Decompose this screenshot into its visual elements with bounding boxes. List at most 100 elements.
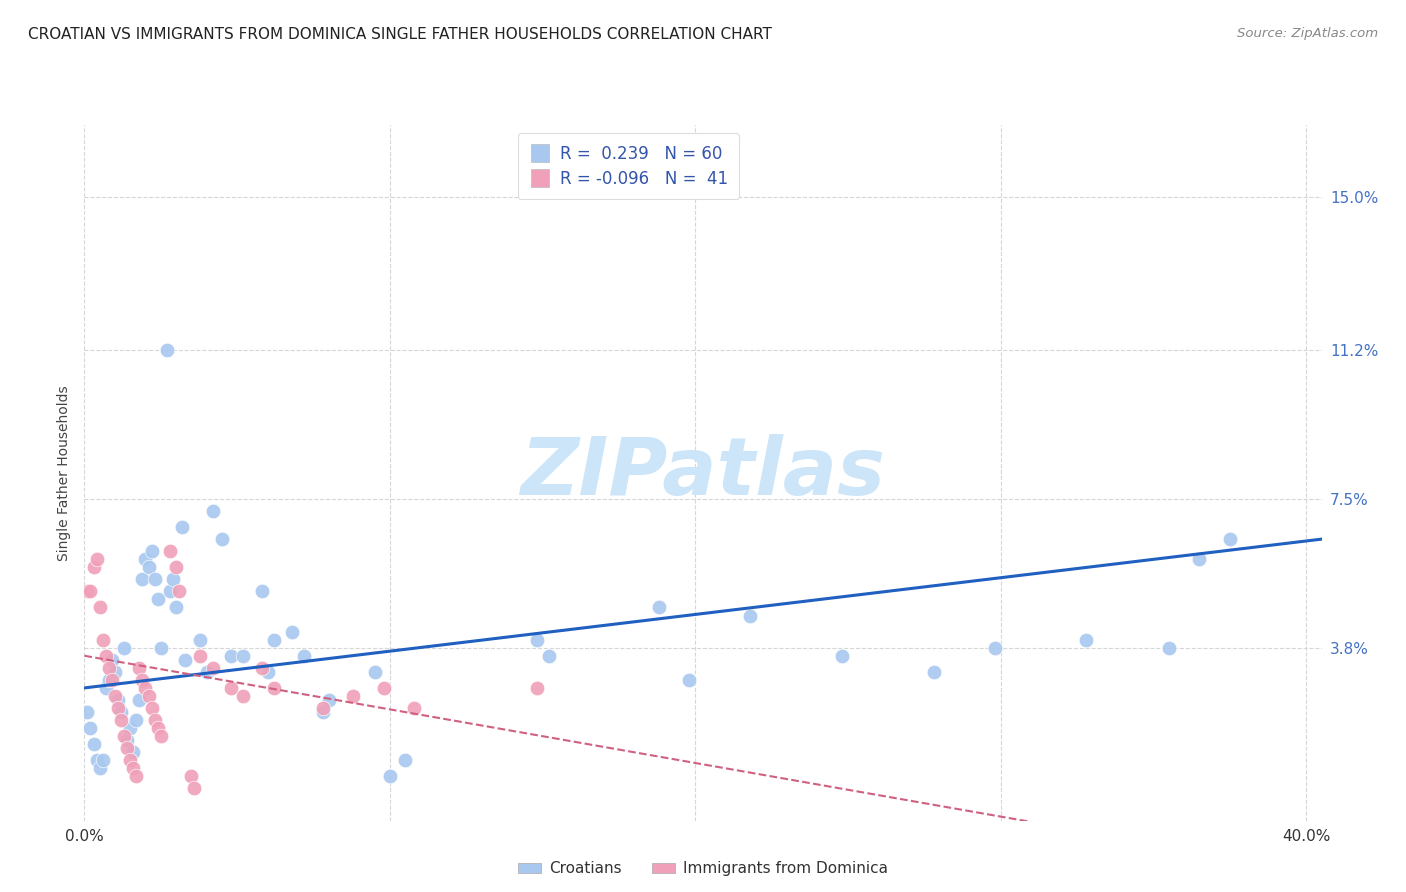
Point <box>138 560 160 574</box>
Point <box>984 640 1007 655</box>
Point <box>146 592 169 607</box>
Point <box>190 632 212 647</box>
Point <box>91 753 114 767</box>
Point <box>131 572 153 586</box>
Point <box>125 713 148 727</box>
Point <box>156 343 179 357</box>
Text: ZIPatlas: ZIPatlas <box>520 434 886 512</box>
Point <box>232 689 254 703</box>
Point <box>263 632 285 647</box>
Point <box>76 705 98 719</box>
Point <box>110 713 132 727</box>
Point <box>250 661 273 675</box>
Point <box>122 745 145 759</box>
Point <box>120 721 142 735</box>
Point <box>201 661 224 675</box>
Point <box>134 681 156 695</box>
Point <box>112 729 135 743</box>
Point <box>373 681 395 695</box>
Point <box>256 665 278 679</box>
Point <box>232 648 254 663</box>
Point <box>143 713 166 727</box>
Point <box>172 520 194 534</box>
Point <box>146 721 169 735</box>
Point <box>134 552 156 566</box>
Point <box>94 681 117 695</box>
Point <box>678 673 700 687</box>
Point <box>250 584 273 599</box>
Point <box>83 737 105 751</box>
Point <box>138 689 160 703</box>
Point <box>125 769 148 783</box>
Point <box>83 560 105 574</box>
Point <box>526 681 548 695</box>
Point <box>97 661 120 675</box>
Point <box>647 600 669 615</box>
Point <box>149 640 172 655</box>
Point <box>219 681 242 695</box>
Point <box>131 673 153 687</box>
Point <box>101 673 124 687</box>
Point <box>79 584 101 599</box>
Point <box>115 741 138 756</box>
Point <box>165 600 187 615</box>
Point <box>394 753 416 767</box>
Text: Source: ZipAtlas.com: Source: ZipAtlas.com <box>1237 27 1378 40</box>
Point <box>342 689 364 703</box>
Point <box>120 753 142 767</box>
Point <box>195 665 218 679</box>
Point <box>143 572 166 586</box>
Point <box>86 552 108 566</box>
Point <box>219 648 242 663</box>
Point <box>1219 532 1241 546</box>
Point <box>97 673 120 687</box>
Point <box>128 693 150 707</box>
Point <box>174 653 197 667</box>
Point <box>922 665 945 679</box>
Point <box>112 640 135 655</box>
Point <box>165 560 187 574</box>
Point <box>115 733 138 747</box>
Point <box>104 665 127 679</box>
Point <box>1157 640 1180 655</box>
Point <box>149 729 172 743</box>
Point <box>311 701 333 715</box>
Point <box>128 661 150 675</box>
Point <box>201 504 224 518</box>
Point <box>104 689 127 703</box>
Point <box>94 648 117 663</box>
Point <box>86 753 108 767</box>
Point <box>122 761 145 775</box>
Point <box>378 769 401 783</box>
Point <box>526 632 548 647</box>
Text: CROATIAN VS IMMIGRANTS FROM DOMINICA SINGLE FATHER HOUSEHOLDS CORRELATION CHART: CROATIAN VS IMMIGRANTS FROM DOMINICA SIN… <box>28 27 772 42</box>
Point <box>91 632 114 647</box>
Point <box>183 781 205 796</box>
Y-axis label: Single Father Households: Single Father Households <box>58 385 72 560</box>
Point <box>180 769 202 783</box>
Point <box>79 721 101 735</box>
Point <box>162 572 184 586</box>
Point <box>107 693 129 707</box>
Point <box>110 705 132 719</box>
Legend: Croatians, Immigrants from Dominica: Croatians, Immigrants from Dominica <box>512 855 894 882</box>
Point <box>211 532 233 546</box>
Point <box>141 544 163 558</box>
Point <box>89 761 111 775</box>
Point <box>363 665 385 679</box>
Point <box>76 584 98 599</box>
Point <box>159 544 181 558</box>
Point <box>107 701 129 715</box>
Point <box>292 648 315 663</box>
Point <box>1188 552 1211 566</box>
Point <box>101 653 124 667</box>
Point <box>141 701 163 715</box>
Point <box>404 701 426 715</box>
Point <box>281 624 304 639</box>
Point <box>159 584 181 599</box>
Point <box>537 648 560 663</box>
Point <box>318 693 340 707</box>
Point <box>190 648 212 663</box>
Point <box>311 705 333 719</box>
Point <box>89 600 111 615</box>
